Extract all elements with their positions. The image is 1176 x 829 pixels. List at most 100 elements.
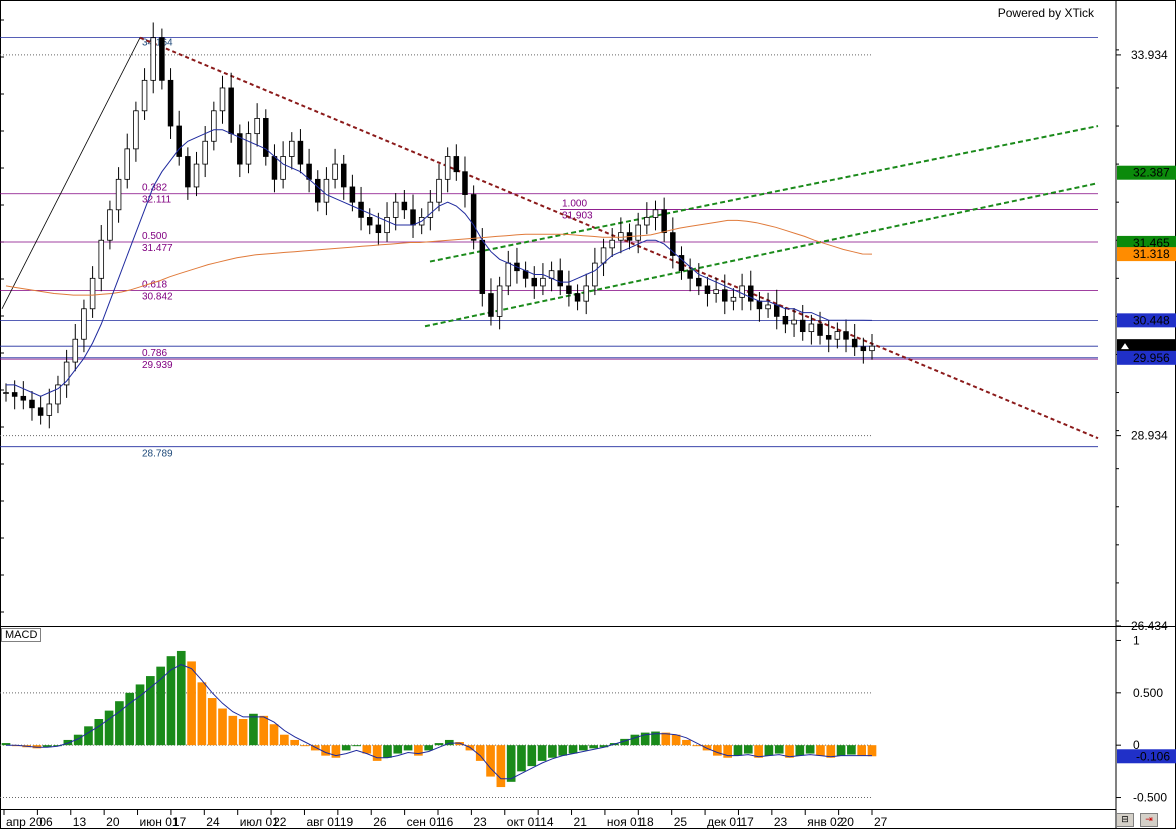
price-tag: 30.448 (1117, 313, 1176, 328)
candle-body (280, 156, 286, 180)
candle (332, 148, 338, 189)
link-icon[interactable]: ⊟ (1116, 813, 1134, 827)
macd-bar (362, 745, 372, 754)
candle (548, 261, 555, 292)
candle-body (72, 338, 79, 363)
macd-bar (517, 745, 526, 772)
candle (63, 349, 70, 398)
macd-bar (661, 732, 671, 746)
candle-body (773, 304, 780, 317)
x-tick-label: 26 (373, 815, 387, 829)
candle-body (678, 255, 685, 272)
x-tick-label: 25 (674, 815, 688, 829)
candle-body (791, 319, 797, 325)
candle (167, 68, 174, 139)
candle (410, 194, 416, 238)
candle-body (133, 110, 139, 150)
macd-bar (805, 745, 815, 754)
candle-body (808, 323, 815, 333)
macd-bar (548, 745, 557, 758)
macd-bar (527, 745, 537, 767)
macd-bar (847, 745, 856, 755)
candle-body (592, 262, 598, 287)
candle-body (799, 319, 806, 333)
macd-signal-line (6, 664, 872, 780)
candle (730, 288, 737, 311)
candle-body (323, 178, 330, 203)
candle (176, 110, 182, 166)
candle-body (315, 178, 321, 203)
candle-body (11, 392, 18, 397)
candle (600, 238, 607, 277)
macd-bar (558, 745, 568, 756)
price-tag-label: 30.109 (1133, 339, 1170, 353)
fib-ratio-label: 1.000 (562, 199, 587, 210)
macd-bar (104, 710, 114, 746)
candle (860, 337, 867, 364)
candle (401, 189, 408, 219)
candle-body (159, 37, 165, 81)
candle-body (652, 209, 659, 218)
candle-body (462, 171, 468, 195)
macd-bar (620, 738, 629, 746)
macd-bar (125, 692, 135, 746)
macd-bar (444, 739, 454, 746)
fib-price-label: 34.164 (142, 37, 173, 48)
macd-bar (372, 745, 382, 761)
macd-bar (785, 745, 794, 758)
x-tick-label: 16 (440, 815, 454, 829)
candle (566, 270, 572, 307)
candle (150, 22, 156, 94)
candle-body (739, 285, 745, 298)
x-tick-label: июл 01 (240, 815, 279, 829)
x-tick-label: 18 (640, 815, 654, 829)
candle-body (410, 209, 416, 226)
macd-bar (176, 650, 186, 746)
x-tick-label: дек 01 (707, 815, 743, 829)
current-price-arrow-icon (1121, 343, 1129, 350)
candle-body (730, 296, 737, 302)
candle-body (496, 285, 503, 317)
candle (237, 124, 243, 178)
candle-body (89, 277, 96, 310)
macd-y-tick-label: 0.500 (1133, 686, 1163, 700)
macd-bar (816, 745, 825, 756)
price-tag-label: 31.318 (1133, 247, 1170, 261)
price-tag-bg (1117, 247, 1176, 262)
macd-bar (434, 743, 444, 746)
macd-bar (115, 701, 124, 746)
price-tag: 31.318 (1117, 247, 1176, 262)
fib-ratio-label: 0.618 (142, 279, 167, 290)
macd-bar (867, 745, 877, 757)
candle-body (583, 285, 589, 302)
candle (280, 141, 286, 189)
candle (297, 129, 304, 174)
macd-y-tick-label: 1 (1133, 633, 1140, 647)
candle-body (29, 399, 35, 409)
x-tick-label: авг 01 (306, 815, 340, 829)
macd-indicator-label: MACD (1, 628, 42, 642)
macd-bar (197, 682, 207, 746)
candle-body (817, 323, 823, 336)
candle-body (704, 285, 711, 294)
exit-icon[interactable]: ⇥ (1140, 813, 1158, 827)
price-tag-bg (1117, 339, 1176, 354)
x-tick-label: 24 (206, 815, 220, 829)
x-tick-label: 22 (273, 815, 287, 829)
candle (115, 167, 122, 223)
macd-bar (146, 676, 155, 746)
candle-body (618, 232, 624, 241)
candle (444, 147, 451, 193)
candle (20, 381, 27, 410)
price-tag-bg (1117, 350, 1176, 365)
macd-bar (651, 731, 660, 746)
macd-bar (579, 745, 588, 751)
candle-body (37, 407, 44, 416)
candle-body (609, 239, 615, 249)
y-tick-label: 33.934 (1131, 48, 1168, 62)
fib-price-label: 28.789 (142, 449, 173, 460)
macd-bar (403, 745, 413, 751)
macd-bar (692, 745, 702, 747)
candle-body (55, 384, 61, 405)
